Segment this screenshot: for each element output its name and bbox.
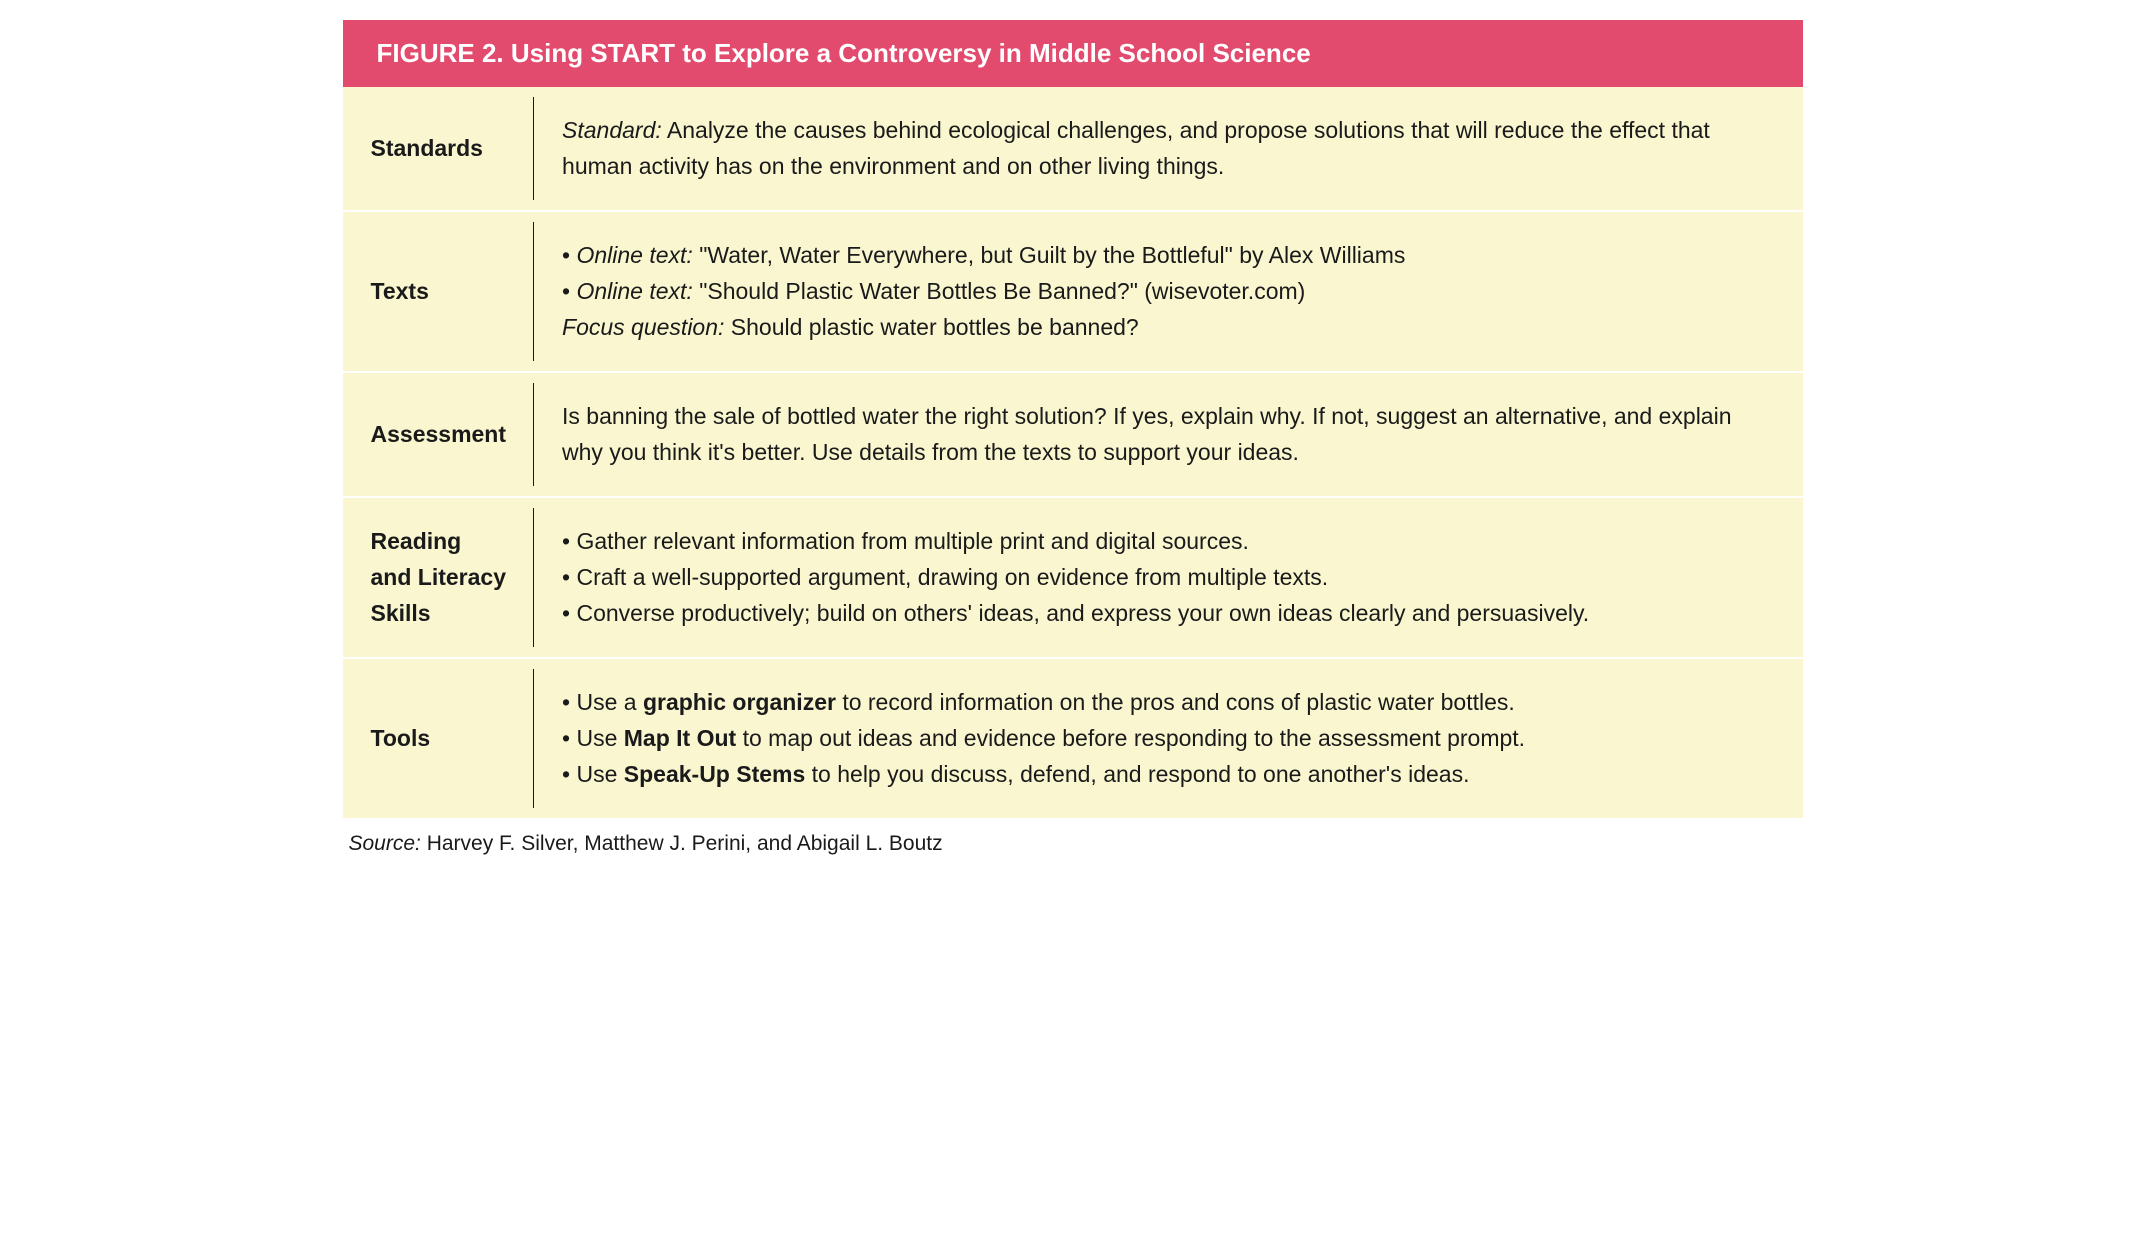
texts-b1-label: Online text: [576,242,692,268]
texts-bullet-2: • Online text: "Should Plastic Water Bot… [562,274,1774,310]
skills-b3: • Converse productively; build on others… [562,596,1774,632]
label-skills: Reading and Literacy Skills [343,497,535,658]
tools-b1-bold: graphic organizer [643,689,836,715]
texts-b2-label: Online text: [576,278,692,304]
figure-container: FIGURE 2. Using START to Explore a Contr… [343,20,1803,856]
content-skills: • Gather relevant information from multi… [534,497,1802,658]
tools-b2: • Use Map It Out to map out ideas and ev… [562,721,1774,757]
source-line: Source: Harvey F. Silver, Matthew J. Per… [343,818,1803,856]
row-tools: Tools • Use a graphic organizer to recor… [343,658,1803,818]
label-assessment: Assessment [343,372,535,497]
figure-title: FIGURE 2. Using START to Explore a Contr… [377,38,1311,68]
tools-b3: • Use Speak-Up Stems to help you discuss… [562,757,1774,793]
tools-b1-post: to record information on the pros and co… [836,689,1515,715]
row-standards: Standards Standard: Analyze the causes b… [343,87,1803,211]
tools-b3-post: to help you discuss, defend, and respond… [805,761,1469,787]
source-label: Source: [349,832,421,855]
skills-b2: • Craft a well-supported argument, drawi… [562,560,1774,596]
source-text: Harvey F. Silver, Matthew J. Perini, and… [421,832,943,855]
assessment-text: Is banning the sale of bottled water the… [562,403,1731,465]
content-assessment: Is banning the sale of bottled water the… [534,372,1802,497]
texts-focus: Focus question: Should plastic water bot… [562,310,1774,346]
figure-title-bar: FIGURE 2. Using START to Explore a Contr… [343,20,1803,87]
texts-focus-text: Should plastic water bottles be banned? [724,314,1138,340]
content-texts: • Online text: "Water, Water Everywhere,… [534,211,1802,372]
row-texts: Texts • Online text: "Water, Water Every… [343,211,1803,372]
texts-b2-text: "Should Plastic Water Bottles Be Banned?… [693,278,1305,304]
tools-b1: • Use a graphic organizer to record info… [562,685,1774,721]
tools-b2-pre: • Use [562,725,624,751]
tools-b2-bold: Map It Out [624,725,736,751]
tools-b3-pre: • Use [562,761,624,787]
skills-b1: • Gather relevant information from multi… [562,524,1774,560]
start-table: Standards Standard: Analyze the causes b… [343,87,1803,818]
standards-lead-label: Standard: [562,117,662,143]
tools-b1-pre: • Use a [562,689,643,715]
content-tools: • Use a graphic organizer to record info… [534,658,1802,818]
content-standards: Standard: Analyze the causes behind ecol… [534,87,1802,211]
tools-b2-post: to map out ideas and evidence before res… [736,725,1525,751]
row-assessment: Assessment Is banning the sale of bottle… [343,372,1803,497]
label-texts: Texts [343,211,535,372]
row-skills: Reading and Literacy Skills • Gather rel… [343,497,1803,658]
tools-b3-bold: Speak-Up Stems [624,761,806,787]
standards-text: Analyze the causes behind ecological cha… [562,117,1710,179]
label-standards: Standards [343,87,535,211]
texts-focus-label: Focus question: [562,314,724,340]
texts-bullet-1: • Online text: "Water, Water Everywhere,… [562,238,1774,274]
label-tools: Tools [343,658,535,818]
texts-b1-text: "Water, Water Everywhere, but Guilt by t… [693,242,1406,268]
